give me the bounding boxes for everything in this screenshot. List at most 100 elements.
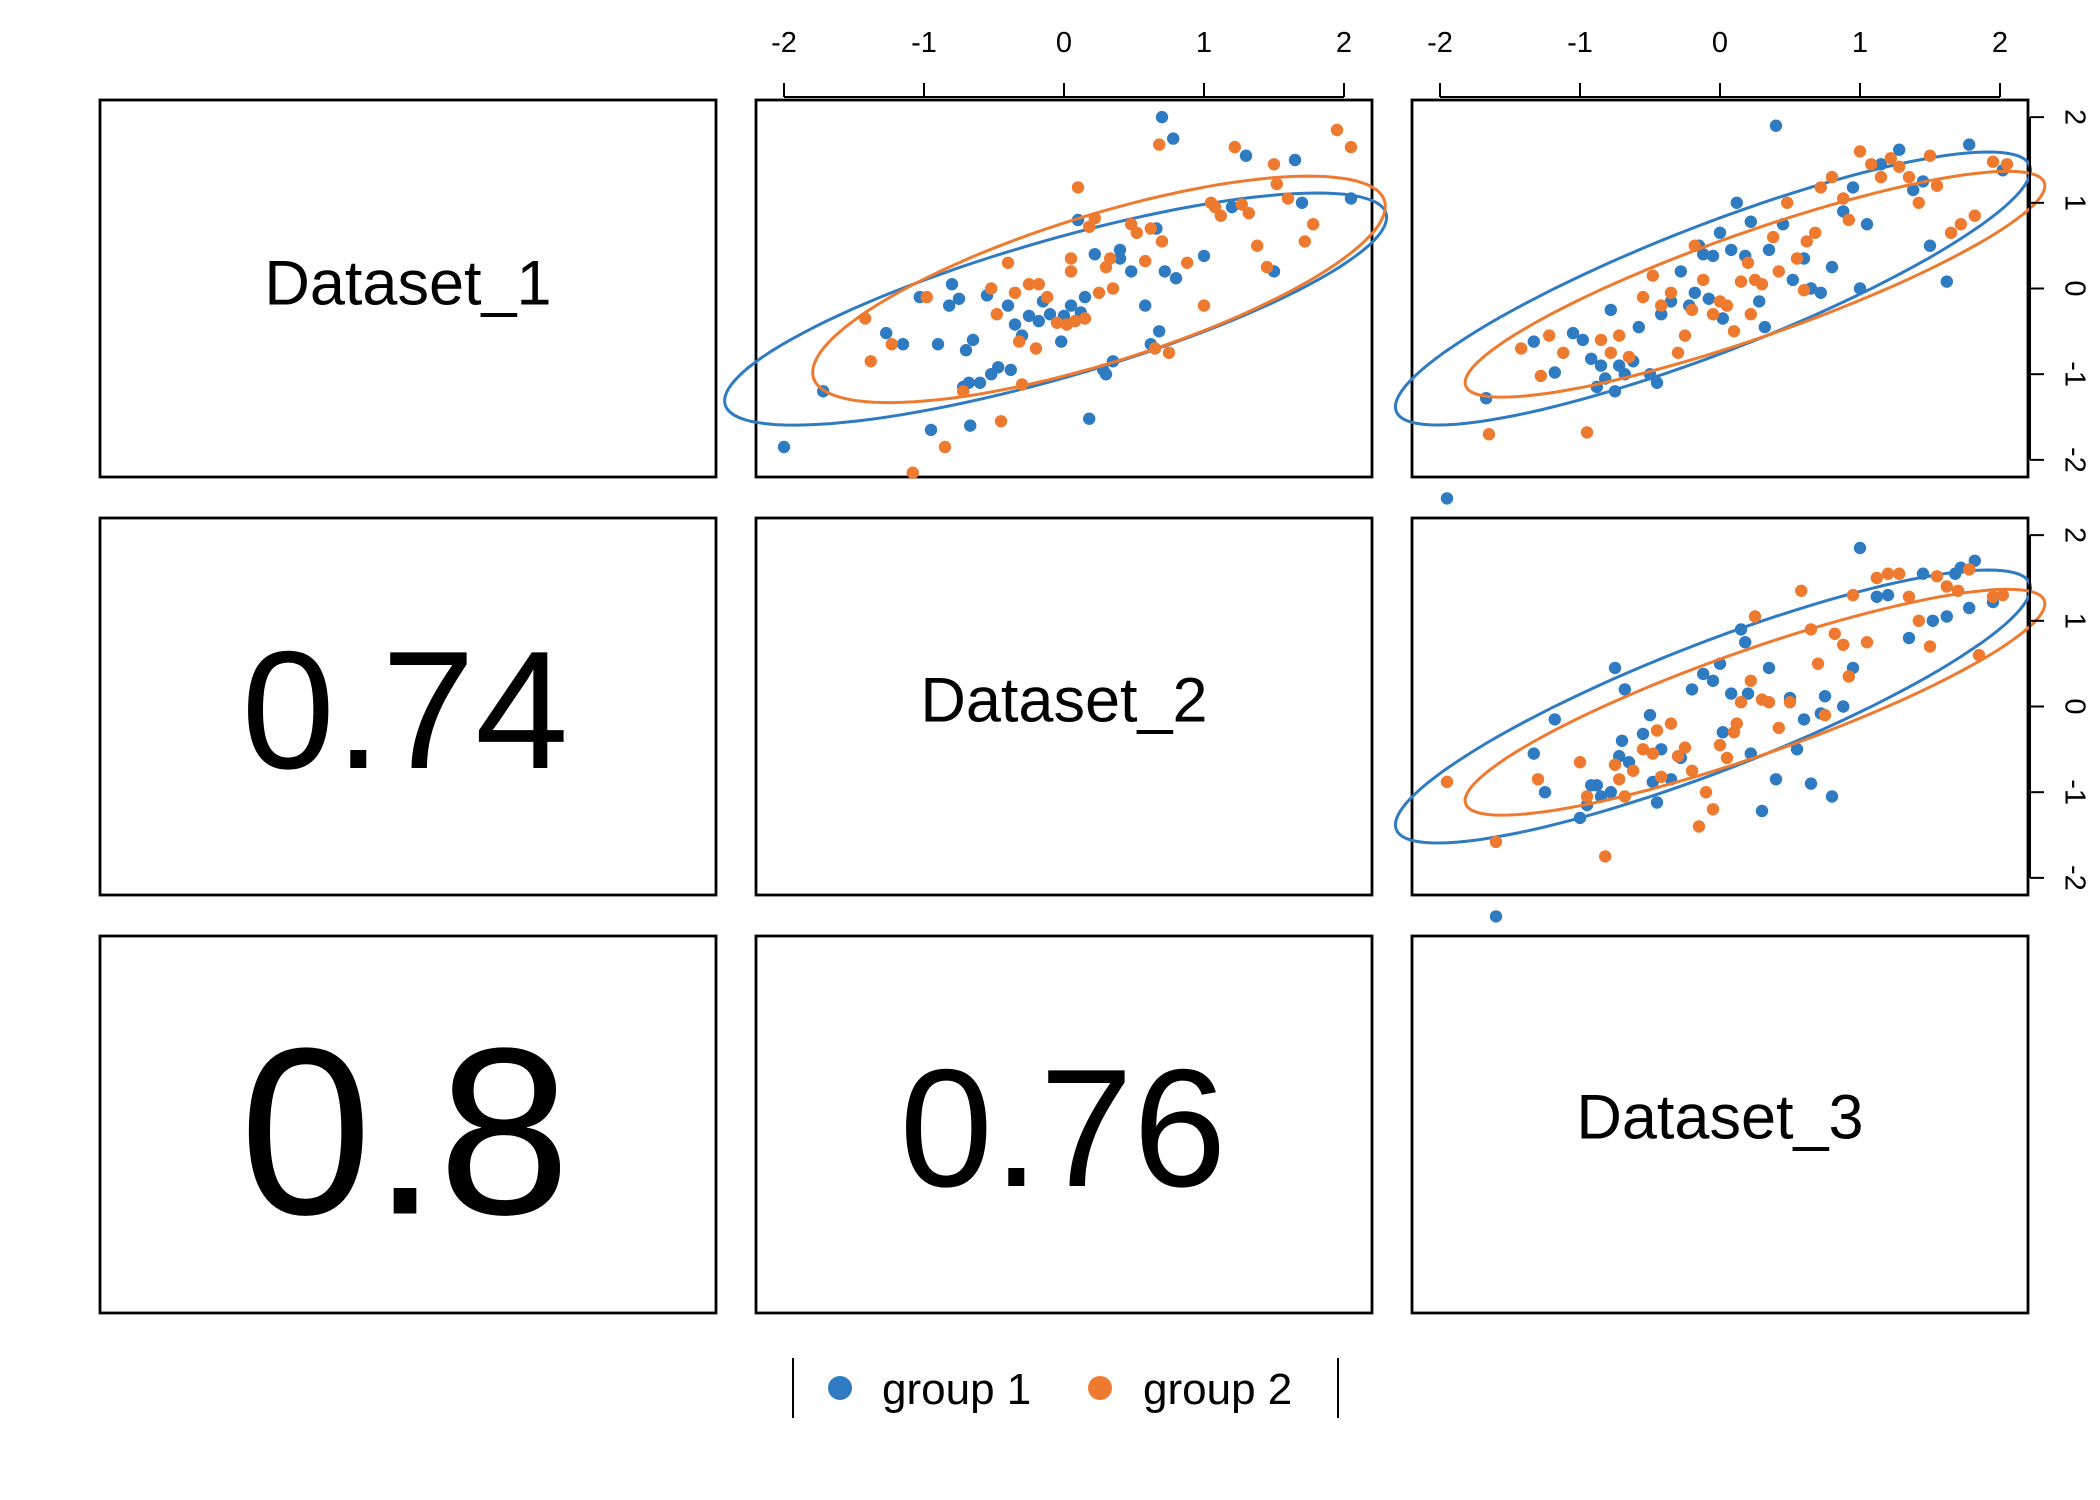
point-group-2 <box>1734 696 1748 709</box>
point-group-2 <box>1846 588 1860 602</box>
point-group-2 <box>1270 177 1284 191</box>
point-group-2 <box>1041 290 1054 304</box>
point-group-1 <box>1837 700 1850 713</box>
ellipse-group-1 <box>1393 150 2033 427</box>
point-group-1 <box>1527 747 1541 760</box>
point-group-2 <box>1260 260 1274 274</box>
point-group-1 <box>896 338 910 351</box>
point-group-1 <box>924 423 938 437</box>
point-group-2 <box>994 415 1008 428</box>
point-group-2 <box>1692 820 1706 833</box>
point-group-1 <box>1846 181 1860 194</box>
panel-frame <box>1410 934 2030 1315</box>
point-group-2 <box>1050 316 1064 329</box>
point-group-2 <box>1954 218 1968 231</box>
point-group-2 <box>1214 209 1228 222</box>
panel-frame <box>98 98 718 479</box>
panel-frame <box>98 516 718 897</box>
panel-frame <box>754 516 1374 897</box>
point-group-2 <box>1842 213 1856 227</box>
point-group-2 <box>1902 590 1916 603</box>
point-group-2 <box>1242 206 1256 220</box>
point-group-2 <box>1636 290 1650 304</box>
legend: group 1 group 2 <box>792 1358 1339 1418</box>
point-group-1 <box>1769 119 1783 132</box>
point-group-1 <box>1001 299 1015 312</box>
point-group-2 <box>1912 196 1926 209</box>
point-group-1 <box>1590 779 1604 792</box>
point-group-2 <box>1818 708 1832 722</box>
point-group-1 <box>964 419 977 432</box>
point-group-2 <box>1790 252 1804 265</box>
point-group-2 <box>1032 278 1046 291</box>
point-group-2 <box>1706 803 1720 816</box>
point-group-2 <box>1706 308 1720 321</box>
point-group-1 <box>1239 149 1253 162</box>
point-group-2 <box>906 466 919 479</box>
point-group-1 <box>992 361 1005 374</box>
point-group-1 <box>777 440 791 454</box>
point-group-1 <box>1576 333 1590 347</box>
point-group-2 <box>1153 138 1166 151</box>
right-axis-dataset-1: -2 -1 0 1 2 <box>2029 109 2090 473</box>
point-group-1 <box>1585 352 1598 365</box>
panel-frame <box>1410 98 2030 479</box>
point-group-1 <box>973 376 987 389</box>
point-group-2 <box>1534 369 1548 383</box>
point-group-2 <box>859 312 872 325</box>
point-group-2 <box>1697 273 1710 287</box>
point-group-1 <box>1688 286 1702 299</box>
point-group-1 <box>1618 683 1632 696</box>
point-group-2 <box>1996 588 2010 602</box>
point-group-2 <box>1930 179 1944 192</box>
diag-panel-dataset-3: Dataset_3 <box>1410 934 2030 1315</box>
tick-label: 0 <box>1056 27 1072 59</box>
point-group-2 <box>1951 584 1965 597</box>
point-group-2 <box>1741 256 1755 269</box>
point-group-2 <box>1865 158 1878 171</box>
diag-panel-dataset-1: Dataset_1 <box>98 98 718 479</box>
point-group-1 <box>1632 320 1646 334</box>
point-group-2 <box>1181 256 1194 269</box>
point-group-1 <box>1730 196 1744 209</box>
point-group-2 <box>1008 286 1022 299</box>
panel-frame <box>754 98 1374 479</box>
point-group-2 <box>1655 299 1668 312</box>
point-group-1 <box>1685 683 1699 696</box>
tick-label: -2 <box>771 27 797 59</box>
point-group-2 <box>1688 239 1702 252</box>
scatter-panel-dataset-3-vs-dataset-2 <box>1393 516 2047 923</box>
point-group-2 <box>1618 790 1632 803</box>
point-group-2 <box>1825 170 1839 184</box>
panel-frame <box>98 934 718 1315</box>
point-group-1 <box>1078 290 1092 304</box>
tick-label: 2 <box>2058 527 2090 543</box>
point-group-2 <box>1986 590 2000 603</box>
point-group-2 <box>1646 747 1660 760</box>
point-group-1 <box>1055 335 1068 348</box>
point-group-2 <box>1944 226 1958 239</box>
point-group-1 <box>1197 249 1211 263</box>
point-group-1 <box>1636 727 1650 741</box>
legend-marker-group-1 <box>828 1376 852 1400</box>
tick-label: 1 <box>2058 613 2090 629</box>
point-group-1 <box>1032 314 1046 328</box>
point-group-2 <box>1685 764 1699 777</box>
point-group-2 <box>1874 170 1888 184</box>
point-group-1 <box>1608 661 1622 675</box>
point-group-2 <box>1930 570 1944 583</box>
point-group-1 <box>931 338 945 351</box>
point-group-1 <box>1814 286 1828 299</box>
point-group-1 <box>1088 248 1102 261</box>
point-group-1 <box>1940 275 1954 288</box>
point-group-1 <box>1615 734 1629 747</box>
point-group-2 <box>1795 584 1808 597</box>
point-group-2 <box>1228 140 1242 154</box>
correlation-panel-dataset-3-dataset-1: 0.8 <box>98 934 718 1315</box>
point-group-1 <box>1697 667 1710 681</box>
point-group-2 <box>1720 299 1734 312</box>
point-group-2 <box>1531 773 1545 786</box>
point-group-1 <box>1818 690 1832 703</box>
point-group-2 <box>1828 627 1842 640</box>
point-group-2 <box>1853 145 1867 158</box>
